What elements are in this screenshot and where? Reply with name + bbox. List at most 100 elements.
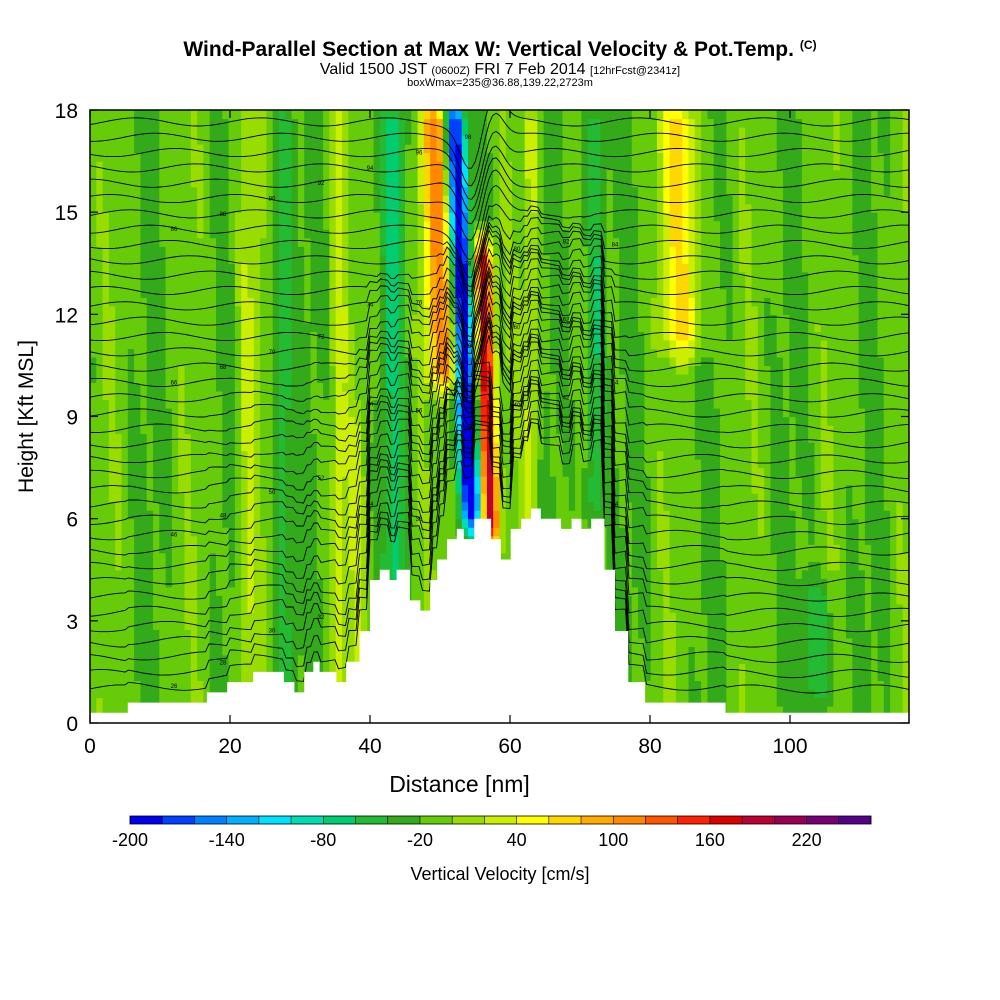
- field-cell: [360, 467, 368, 477]
- field-cell: [247, 416, 255, 426]
- field-cell: [801, 629, 809, 639]
- field-cell: [688, 459, 696, 469]
- field-cell: [808, 671, 816, 682]
- field-cell: [512, 501, 519, 511]
- field-cell: [121, 654, 129, 664]
- field-cell: [329, 484, 337, 494]
- field-cell: [379, 459, 387, 469]
- field-cell: [304, 425, 312, 435]
- field-cell: [657, 697, 664, 707]
- field-cell: [505, 407, 513, 418]
- field-cell: [329, 467, 337, 477]
- field-cell: [323, 629, 330, 639]
- field-cell: [883, 535, 891, 545]
- field-cell: [127, 595, 135, 605]
- field-cell: [852, 629, 860, 639]
- field-cell: [115, 637, 123, 647]
- field-cell: [165, 688, 173, 699]
- field-cell: [272, 501, 280, 511]
- field-cell: [657, 544, 664, 554]
- field-cell: [348, 450, 356, 460]
- field-cell: [423, 484, 431, 494]
- field-cell: [738, 518, 746, 528]
- field-cell: [808, 680, 816, 690]
- field-cell: [751, 688, 759, 699]
- field-cell: [688, 569, 696, 579]
- field-cell: [203, 390, 211, 401]
- field-cell: [297, 459, 305, 469]
- field-cell: [423, 467, 431, 477]
- field-cell: [688, 510, 696, 520]
- field-cell: [839, 450, 847, 460]
- field-cell: [871, 552, 879, 562]
- field-cell: [745, 399, 753, 409]
- field-cell: [795, 425, 803, 435]
- field-cell: [871, 450, 879, 460]
- field-cell: [348, 595, 356, 605]
- field-cell: [247, 654, 255, 664]
- field-cell: [323, 552, 330, 562]
- field-cell: [398, 552, 406, 562]
- field-cell: [342, 390, 349, 401]
- field-cell: [121, 518, 129, 528]
- field-cell: [241, 510, 249, 520]
- field-cell: [430, 544, 438, 554]
- field-cell: [846, 663, 853, 673]
- field-cell: [512, 416, 519, 426]
- field-cell: [713, 433, 721, 443]
- field-cell: [814, 612, 822, 622]
- field-cell: [411, 433, 419, 443]
- field-cell: [222, 416, 230, 426]
- field-cell: [657, 561, 664, 571]
- field-cell: [417, 407, 425, 418]
- field-cell: [90, 697, 97, 707]
- field-cell: [562, 433, 570, 443]
- field-cell: [827, 552, 834, 562]
- field-cell: [549, 442, 557, 452]
- field-cell: [329, 493, 337, 503]
- field-cell: [795, 705, 803, 716]
- field-cell: [411, 569, 419, 579]
- field-cell: [216, 416, 223, 426]
- field-cell: [222, 671, 230, 682]
- field-cell: [707, 493, 715, 503]
- field-cell: [260, 399, 267, 409]
- field-cell: [606, 416, 614, 426]
- field-cell: [669, 510, 677, 520]
- field-cell: [178, 569, 186, 579]
- field-cell: [310, 646, 318, 656]
- field-cell: [480, 450, 488, 460]
- field-cell: [146, 646, 154, 656]
- field-cell: [669, 637, 677, 647]
- field-cell: [864, 663, 872, 673]
- field-cell: [171, 484, 179, 494]
- field-cell: [505, 433, 513, 443]
- field-cell: [468, 416, 475, 426]
- field-cell: [764, 561, 771, 571]
- field-cell: [543, 459, 551, 469]
- field-cell: [108, 484, 116, 494]
- field-cell: [203, 527, 211, 537]
- field-cell: [839, 493, 847, 503]
- field-cell: [852, 501, 860, 511]
- field-cell: [405, 433, 412, 443]
- field-cell: [644, 459, 652, 469]
- field-cell: [846, 603, 853, 613]
- field-cell: [222, 501, 230, 511]
- field-cell: [153, 637, 160, 647]
- field-cell: [688, 603, 696, 613]
- field-cell: [203, 697, 211, 707]
- field-cell: [423, 501, 431, 511]
- field-cell: [839, 442, 847, 452]
- field-cell: [430, 535, 438, 545]
- field-cell: [304, 450, 312, 460]
- field-cell: [348, 612, 356, 622]
- field-cell: [505, 518, 513, 528]
- field-cell: [398, 501, 406, 511]
- field-cell: [858, 544, 866, 554]
- field-cell: [209, 416, 217, 426]
- field-cell: [757, 637, 765, 647]
- field-cell: [140, 561, 148, 571]
- field-cell: [102, 544, 110, 554]
- field-cell: [184, 561, 192, 571]
